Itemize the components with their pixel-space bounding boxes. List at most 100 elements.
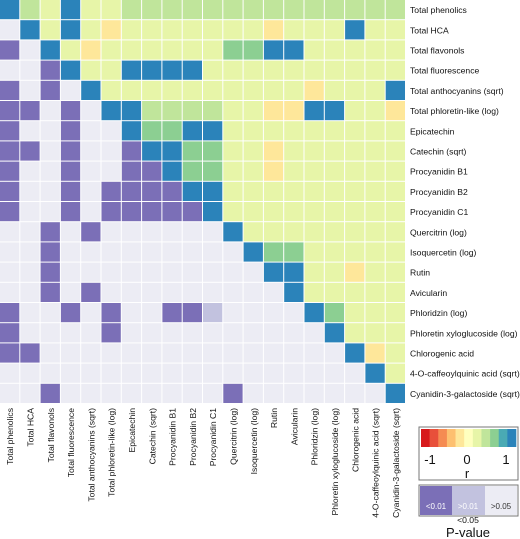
row-label: Quercitrin (log) bbox=[410, 227, 467, 237]
p-value-cell bbox=[60, 363, 81, 383]
p-value-cell bbox=[60, 161, 81, 181]
r-legend-swatch bbox=[481, 429, 491, 447]
correlation-cell bbox=[40, 0, 60, 20]
p-legend-swatch-strong bbox=[420, 486, 452, 515]
p-value-cell bbox=[20, 202, 40, 222]
p-value-cell bbox=[0, 40, 20, 60]
p-value-cell bbox=[0, 121, 20, 141]
r-legend-title: r bbox=[465, 466, 470, 481]
p-value-cell bbox=[101, 181, 121, 201]
correlation-cell bbox=[365, 101, 385, 121]
correlation-cell bbox=[284, 60, 304, 80]
p-value-cell bbox=[142, 222, 162, 242]
correlation-cell bbox=[324, 80, 345, 100]
correlation-cell bbox=[263, 161, 284, 181]
correlation-cell bbox=[345, 242, 365, 262]
p-value-cell bbox=[20, 262, 40, 282]
correlation-cell bbox=[304, 60, 324, 80]
correlation-cell bbox=[263, 242, 284, 262]
correlation-cell bbox=[243, 242, 263, 262]
p-value-cell bbox=[81, 161, 101, 181]
correlation-cell bbox=[223, 121, 243, 141]
correlation-cell bbox=[182, 161, 202, 181]
p-value-cell bbox=[182, 202, 202, 222]
correlation-cell bbox=[142, 40, 162, 60]
correlation-cell bbox=[121, 40, 142, 60]
p-legend-label-weak: >0.05 bbox=[491, 502, 512, 511]
p-value-cell bbox=[20, 363, 40, 383]
p-value-cell bbox=[0, 161, 20, 181]
correlation-cell bbox=[263, 101, 284, 121]
correlation-cell bbox=[223, 202, 243, 222]
p-value-cell bbox=[40, 222, 60, 242]
p-value-cell bbox=[142, 202, 162, 222]
correlation-cell bbox=[182, 101, 202, 121]
correlation-cell bbox=[345, 282, 365, 302]
correlation-cell bbox=[81, 20, 101, 40]
correlation-cell bbox=[162, 20, 182, 40]
column-label: Total phloretin-like (log) bbox=[107, 408, 117, 497]
correlation-cell bbox=[385, 262, 405, 282]
p-value-cell bbox=[162, 282, 182, 302]
p-value-cell bbox=[81, 222, 101, 242]
p-value-cell bbox=[365, 383, 385, 403]
correlation-cell bbox=[263, 202, 284, 222]
p-value-cell bbox=[101, 262, 121, 282]
p-value-cell bbox=[203, 363, 223, 383]
correlation-cell bbox=[203, 181, 223, 201]
p-value-cell bbox=[20, 141, 40, 161]
p-value-cell bbox=[60, 121, 81, 141]
p-value-cell bbox=[284, 383, 304, 403]
row-label: Total fluorescence bbox=[410, 66, 479, 76]
r-color-legend: -1 0 1 r bbox=[418, 426, 519, 481]
p-value-cell bbox=[20, 60, 40, 80]
row-label: Phloretin xyloglucoside (log) bbox=[410, 328, 518, 338]
p-value-cell bbox=[60, 80, 81, 100]
correlation-cell bbox=[324, 181, 345, 201]
p-value-cell bbox=[162, 323, 182, 343]
p-value-cell bbox=[20, 323, 40, 343]
p-value-cell bbox=[81, 343, 101, 363]
correlation-cell bbox=[182, 181, 202, 201]
r-legend-swatch bbox=[464, 429, 474, 447]
p-value-cell bbox=[101, 383, 121, 403]
r-legend-swatch bbox=[446, 429, 456, 447]
p-legend-swatch-mid bbox=[452, 486, 485, 515]
p-value-cell bbox=[60, 141, 81, 161]
row-label: Total phenolics bbox=[410, 5, 467, 15]
correlation-cell bbox=[263, 40, 284, 60]
row-label: 4-O-caffeoylquinic acid (sqrt) bbox=[410, 369, 520, 379]
p-value-cell bbox=[223, 242, 243, 262]
row-label: Catechin (sqrt) bbox=[410, 147, 466, 157]
correlation-cell bbox=[203, 202, 223, 222]
correlation-cell bbox=[243, 20, 263, 40]
p-value-cell bbox=[81, 282, 101, 302]
p-value-cell bbox=[20, 101, 40, 121]
p-value-cell bbox=[203, 303, 223, 323]
correlation-cell bbox=[324, 222, 345, 242]
p-value-cell bbox=[40, 303, 60, 323]
correlation-cell bbox=[60, 40, 81, 60]
correlation-cell bbox=[263, 181, 284, 201]
correlation-cell bbox=[365, 202, 385, 222]
correlation-cell bbox=[203, 80, 223, 100]
correlation-cell bbox=[304, 141, 324, 161]
correlation-cell bbox=[385, 101, 405, 121]
correlation-cell bbox=[385, 40, 405, 60]
correlation-cell bbox=[345, 222, 365, 242]
p-value-legend: <0.01 >0.01 >0.05 <0.05 P-value bbox=[418, 484, 519, 539]
p-legend-label-strong: <0.01 bbox=[426, 502, 447, 511]
p-value-cell bbox=[142, 242, 162, 262]
column-label: Procyanidin B2 bbox=[188, 408, 198, 466]
p-value-cell bbox=[345, 383, 365, 403]
p-value-cell bbox=[0, 323, 20, 343]
p-value-cell bbox=[203, 343, 223, 363]
p-value-cell bbox=[40, 80, 60, 100]
p-legend-label-mid: >0.01 bbox=[458, 502, 479, 511]
correlation-cell bbox=[223, 101, 243, 121]
correlation-cell bbox=[385, 161, 405, 181]
correlation-cell bbox=[304, 0, 324, 20]
p-value-cell bbox=[0, 141, 20, 161]
p-value-cell bbox=[162, 262, 182, 282]
